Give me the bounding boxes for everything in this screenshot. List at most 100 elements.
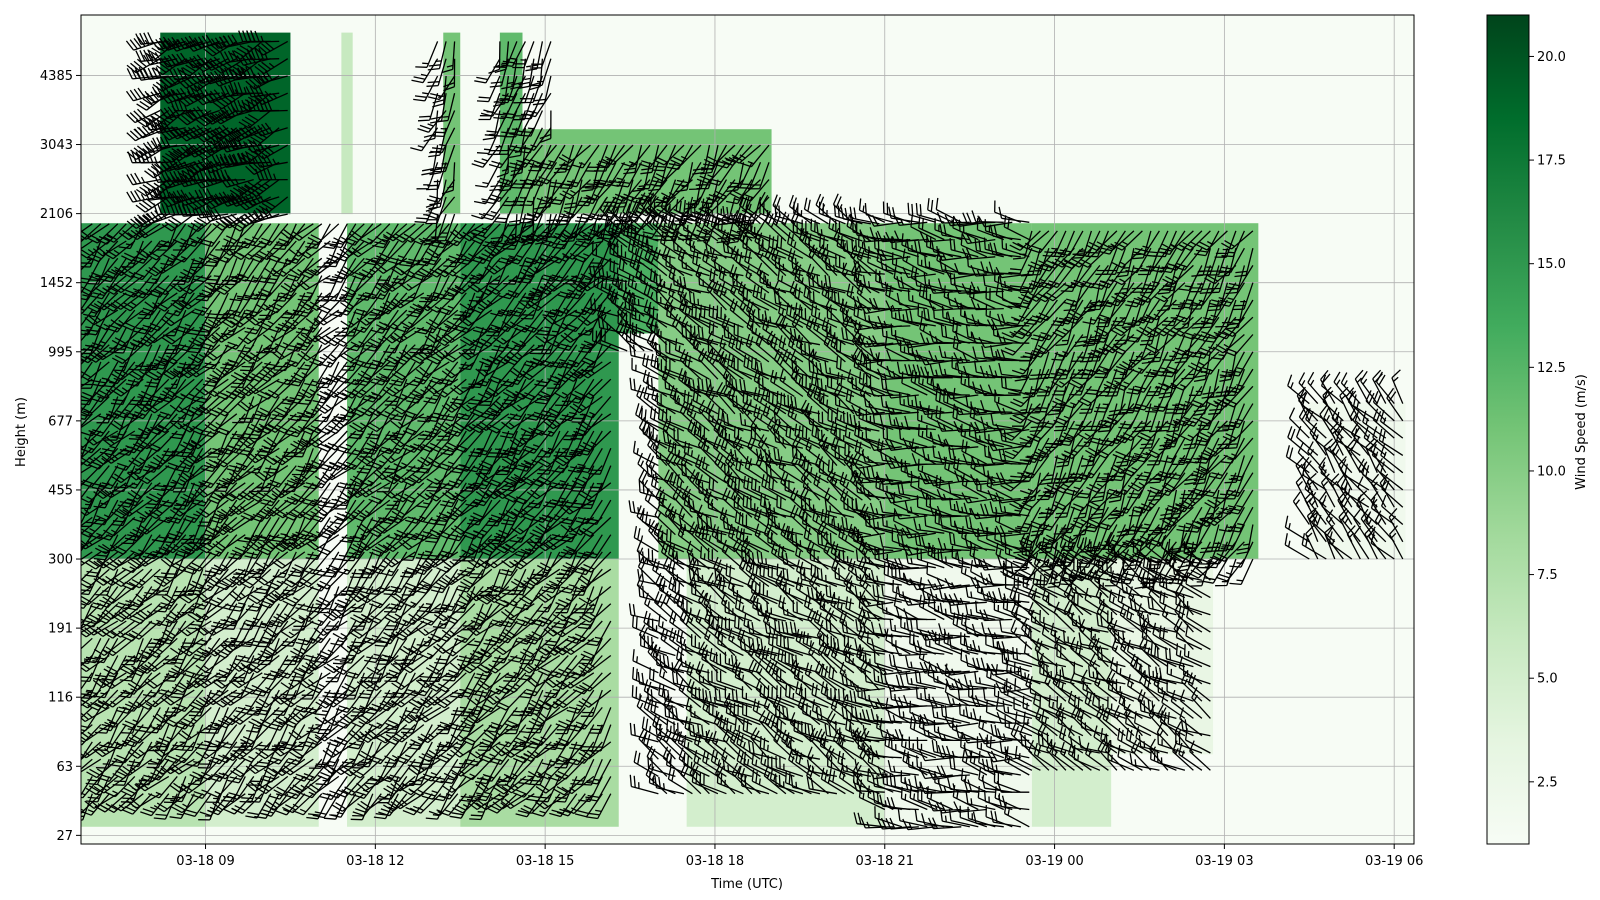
wind-barb-99 (86, 258, 110, 285)
wind-barb-staff (103, 551, 136, 571)
wind-barb-staff (81, 344, 93, 357)
wind-barb-245 (122, 672, 153, 695)
wind-barb-40 (81, 689, 102, 707)
wind-barb-staff (99, 724, 127, 749)
wind-barb-241 (126, 741, 153, 768)
wind-barb-105 (95, 741, 119, 769)
wind-barb-135 (86, 223, 119, 244)
wind-barb-189 (112, 465, 136, 492)
wind-barb-39 (81, 707, 102, 732)
wind-barb-31 (81, 257, 93, 271)
wind-barb-staff (91, 465, 119, 491)
wind-barb-180 (102, 620, 136, 639)
wind-barb-staff (81, 706, 110, 723)
wind-barb-staff (102, 240, 136, 260)
wind-barb-34 (81, 793, 102, 814)
wind-barb-staff (101, 482, 136, 499)
wind-barb-219 (112, 534, 144, 555)
wind-barb-57 (81, 396, 102, 421)
wind-barb-81 (81, 568, 110, 589)
wind-barb-staff (81, 689, 102, 707)
wind-barb-183 (102, 568, 136, 586)
wind-barb-232 (110, 309, 144, 327)
wind-barb-98 (81, 275, 110, 296)
wind-barb-staff (81, 603, 102, 624)
wind-barb-96 (84, 309, 110, 336)
wind-barb-7 (81, 672, 93, 691)
wind-barb-staff (102, 620, 136, 639)
wind-barb-22 (81, 413, 93, 428)
wind-barb-staff (110, 378, 144, 397)
wind-barb-staff (81, 741, 93, 761)
wind-barb-169 (96, 223, 127, 245)
wind-barb-staff (84, 430, 119, 446)
wind-barb-188 (101, 482, 136, 499)
wind-barb-217 (111, 568, 144, 588)
wind-barb-staff (103, 275, 136, 295)
wind-barb-staff (84, 309, 110, 336)
wind-barb-staff (94, 793, 127, 813)
wind-barb-staff (93, 534, 119, 561)
wind-barb-staff (93, 672, 119, 699)
wind-barb-staff (103, 516, 136, 537)
heatmap-cell-10 (443, 32, 461, 215)
wind-barb-staff (81, 793, 102, 814)
wind-barb-227 (114, 396, 144, 419)
wind-barb-staff (81, 223, 93, 233)
wind-barb-237 (118, 223, 144, 250)
wind-barb-139 (92, 741, 127, 758)
wind-barb-staff (81, 327, 102, 355)
wind-barb-staff (118, 223, 144, 250)
wind-barb-staff (95, 534, 127, 555)
wind-barb-239 (121, 775, 153, 797)
wind-barb-202 (102, 240, 136, 260)
wind-barb-11 (81, 603, 93, 630)
wind-barb-184 (103, 551, 136, 571)
wind-barb-staff (117, 482, 144, 508)
wind-barb-225 (117, 430, 144, 456)
wind-barb-staff (81, 361, 110, 381)
wind-barb-144 (101, 655, 127, 681)
wind-barb-staff (114, 396, 144, 419)
wind-barb-76 (81, 654, 110, 673)
wind-barb-staff (92, 361, 119, 387)
wind-barb-62 (81, 309, 102, 336)
wind-barb-203 (103, 223, 136, 243)
wind-barb-207 (113, 741, 144, 764)
wind-barb-63 (81, 292, 102, 315)
wind-barb-93 (81, 361, 110, 381)
wind-barb-157 (99, 430, 127, 456)
wind-barb-staff (81, 430, 102, 451)
wind-barb-223 (110, 465, 144, 484)
wind-barb-113 (86, 603, 119, 624)
wind-barb-116 (85, 551, 119, 570)
wind-barb-staff (99, 707, 127, 732)
wind-barb-141 (99, 707, 127, 732)
wind-barb-staff (81, 672, 102, 699)
wind-barb-staff (121, 793, 153, 815)
wind-barb-staff (111, 326, 144, 347)
wind-barb-staff (96, 586, 127, 609)
wind-barb-staff (81, 396, 102, 421)
wind-barb-staff (120, 707, 144, 734)
wind-barb-staff (81, 309, 102, 336)
wind-barb-222 (117, 482, 144, 508)
wind-barb-41 (81, 672, 102, 699)
wind-barb-209 (120, 707, 144, 734)
wind-barb-staff (81, 758, 93, 770)
wind-barb-88 (81, 447, 110, 467)
wind-barb-staff (81, 655, 102, 682)
wind-barb-29 (81, 292, 93, 311)
wind-barb-staff (81, 706, 93, 719)
wind-barb-80 (81, 586, 110, 606)
wind-barb-staff (95, 741, 119, 769)
wind-barb-staff (93, 551, 127, 569)
wind-barb-staff (81, 240, 110, 259)
wind-barb-115 (95, 568, 119, 596)
wind-barb-staff (110, 465, 144, 484)
wind-barb-131 (86, 292, 119, 313)
wind-barb-staff (81, 396, 93, 413)
wind-barb-staff (121, 775, 153, 797)
wind-barb-staff (103, 223, 136, 243)
wind-barb-staff (81, 585, 93, 595)
